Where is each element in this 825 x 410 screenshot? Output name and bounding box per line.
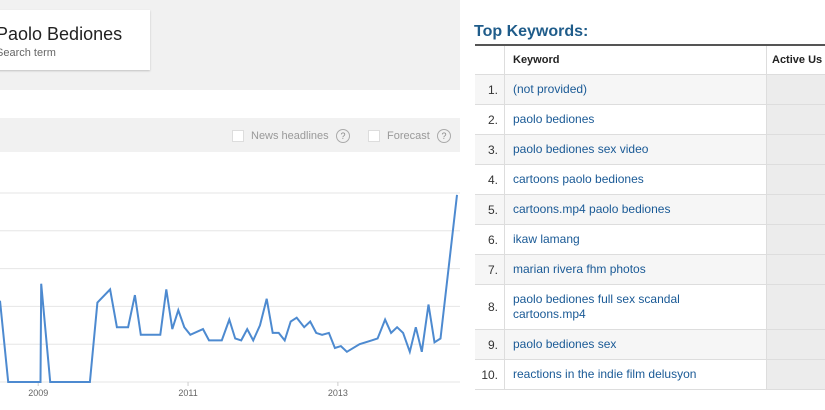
keyword-cell: reactions in the indie film delusyon <box>505 360 767 389</box>
header-row: Keyword Active Us <box>475 46 825 75</box>
table-row: 2. paolo bediones <box>475 105 825 135</box>
table-row: 10. reactions in the indie film delusyon <box>475 360 825 390</box>
rank: 4. <box>475 165 505 194</box>
keyword-link[interactable]: (not provided) <box>513 82 588 96</box>
keyword-link[interactable]: ikaw lamang <box>513 232 580 246</box>
rank: 2. <box>475 105 505 134</box>
checkbox[interactable] <box>232 130 244 142</box>
options-strip <box>0 118 460 152</box>
keyword-cell: cartoons.mp4 paolo bediones <box>505 195 767 224</box>
help-icon[interactable]: ? <box>336 129 350 143</box>
search-subtitle: Search term <box>0 47 56 59</box>
active-users-cell <box>767 195 825 224</box>
table-row: 8. paolo bediones full sex scandal cartoo… <box>475 285 825 330</box>
table-row: 6. ikaw lamang <box>475 225 825 255</box>
active-users-cell <box>767 330 825 359</box>
keyword-cell: (not provided) <box>505 75 767 104</box>
option-label[interactable]: Forecast <box>387 130 430 142</box>
active-users-cell <box>767 135 825 164</box>
search-term: Paolo Bediones <box>0 24 123 44</box>
checkbox[interactable] <box>368 130 380 142</box>
rank: 9. <box>475 330 505 359</box>
keyword-cell: marian rivera fhm photos <box>505 255 767 284</box>
x-tick-label: 2013 <box>328 388 348 398</box>
rank: 8. <box>475 285 505 329</box>
active-users-cell <box>767 225 825 254</box>
keyword-link[interactable]: reactions in the indie film delusyon <box>513 367 697 381</box>
chart: 2009 2011 2013 <box>0 192 460 398</box>
x-tick-label: 2009 <box>28 388 48 398</box>
table-row: 9. paolo bediones sex <box>475 330 825 360</box>
keyword-link[interactable]: paolo bediones sex <box>513 337 617 351</box>
option-label[interactable]: News headlines <box>251 130 329 142</box>
active-users-cell <box>767 255 825 284</box>
column-header[interactable]: Active Us <box>772 54 823 66</box>
rank: 7. <box>475 255 505 284</box>
keyword-cell: cartoons paolo bediones <box>505 165 767 194</box>
active-users-cell <box>767 75 825 104</box>
keyword-link[interactable]: cartoons paolo bediones <box>513 172 644 186</box>
active-users-cell <box>767 285 825 329</box>
keyword-link[interactable]: paolo bediones full sex scandal cartoons… <box>513 292 680 321</box>
help-icon[interactable]: ? <box>437 129 451 143</box>
table-row: 5. cartoons.mp4 paolo bediones <box>475 195 825 225</box>
table-row: 3. paolo bediones sex video <box>475 135 825 165</box>
rank: 1. <box>475 75 505 104</box>
table-row: 7. marian rivera fhm photos <box>475 255 825 285</box>
trend-line <box>0 194 458 383</box>
table-row: 4. cartoons paolo bediones <box>475 165 825 195</box>
keyword-link[interactable]: paolo bediones <box>513 112 595 126</box>
rank-header <box>475 46 505 74</box>
rank: 10. <box>475 360 505 389</box>
active-users-cell <box>767 105 825 134</box>
x-tick-label: 2011 <box>178 388 197 398</box>
keyword-link[interactable]: marian rivera fhm photos <box>513 262 646 276</box>
active-users-cell <box>767 165 825 194</box>
keyword-cell: paolo bediones full sex scandal cartoons… <box>505 285 767 329</box>
keyword-link[interactable]: paolo bediones sex video <box>513 142 649 156</box>
column-header[interactable]: Keyword <box>505 46 767 74</box>
keyword-link[interactable]: cartoons.mp4 paolo bediones <box>513 202 671 216</box>
keywords-table: Keyword Active Us 1. (not provided) 2. paol… <box>475 44 825 390</box>
keyword-cell: paolo bediones <box>505 105 767 134</box>
search-card[interactable] <box>0 10 150 70</box>
rank: 6. <box>475 225 505 254</box>
table-row: 1. (not provided) <box>475 75 825 105</box>
rank: 5. <box>475 195 505 224</box>
active-users-cell <box>767 360 825 389</box>
keywords-title: Top Keywords: <box>474 23 589 40</box>
keyword-cell: ikaw lamang <box>505 225 767 254</box>
keyword-cell: paolo bediones sex <box>505 330 767 359</box>
rank: 3. <box>475 135 505 164</box>
keyword-cell: paolo bediones sex video <box>505 135 767 164</box>
